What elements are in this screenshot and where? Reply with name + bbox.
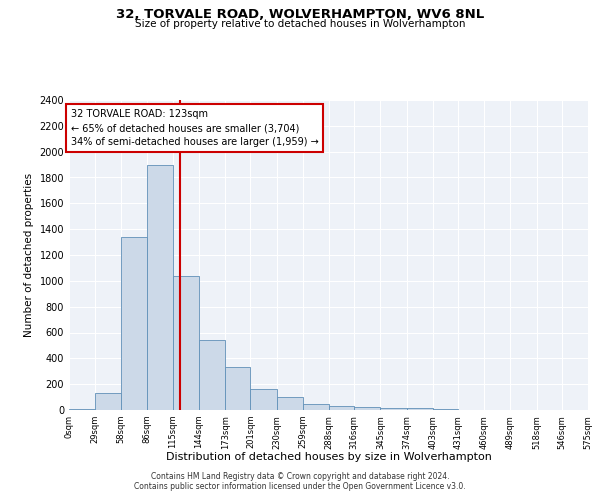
Bar	[225, 366, 250, 410]
Bar	[303, 404, 329, 410]
Bar	[277, 397, 303, 410]
Text: Distribution of detached houses by size in Wolverhampton: Distribution of detached houses by size …	[166, 452, 492, 462]
Text: 32 TORVALE ROAD: 123sqm
← 65% of detached houses are smaller (3,704)
34% of semi: 32 TORVALE ROAD: 123sqm ← 65% of detache…	[71, 109, 319, 147]
Bar	[146, 164, 173, 410]
Text: Contains HM Land Registry data © Crown copyright and database right 2024.: Contains HM Land Registry data © Crown c…	[151, 472, 449, 481]
Bar	[329, 406, 354, 410]
Y-axis label: Number of detached properties: Number of detached properties	[24, 173, 34, 337]
Bar	[199, 340, 225, 410]
Text: 32, TORVALE ROAD, WOLVERHAMPTON, WV6 8NL: 32, TORVALE ROAD, WOLVERHAMPTON, WV6 8NL	[116, 8, 484, 20]
Text: Size of property relative to detached houses in Wolverhampton: Size of property relative to detached ho…	[135, 19, 465, 29]
Bar	[354, 408, 380, 410]
Bar	[173, 276, 199, 410]
Bar	[250, 388, 277, 410]
Bar	[95, 393, 121, 410]
Text: Contains public sector information licensed under the Open Government Licence v3: Contains public sector information licen…	[134, 482, 466, 491]
Bar	[121, 237, 146, 410]
Bar	[380, 408, 407, 410]
Bar	[407, 408, 433, 410]
